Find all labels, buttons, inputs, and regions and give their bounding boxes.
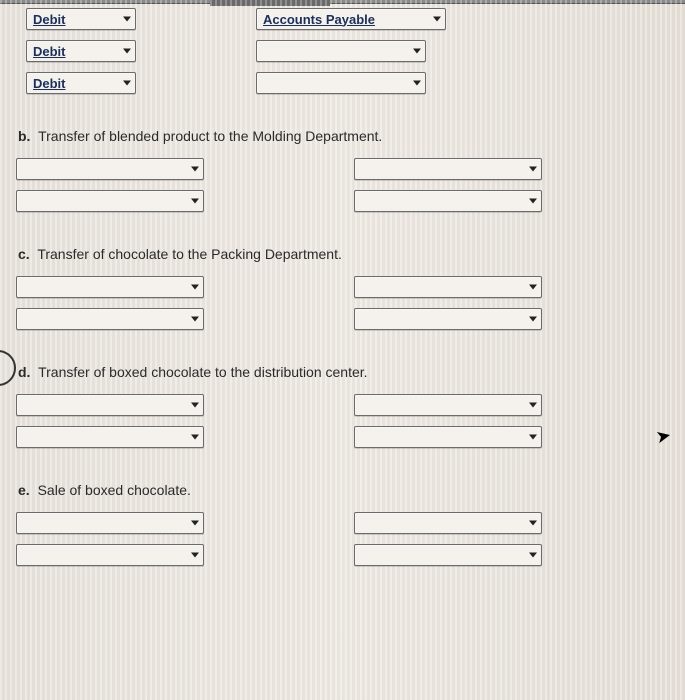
dropdown-label: Debit [33, 44, 66, 59]
prompt-text: Sale of boxed chocolate. [38, 482, 191, 498]
debit-dropdown[interactable]: Debit [26, 72, 136, 94]
worksheet-content: Debit Accounts Payable Debit Debit [0, 8, 685, 592]
chevron-down-icon [191, 435, 199, 440]
section-d-row-1 [16, 394, 669, 416]
chevron-down-icon [191, 553, 199, 558]
chevron-down-icon [529, 199, 537, 204]
section-c-row-1 [16, 276, 669, 298]
section-d-prompt: d. Transfer of boxed chocolate to the di… [18, 364, 669, 380]
account-dropdown[interactable] [354, 426, 542, 448]
section-b-row-2 [16, 190, 669, 212]
account-dropdown[interactable] [354, 544, 542, 566]
chevron-down-icon [191, 403, 199, 408]
section-a-row-1: Debit Accounts Payable [16, 8, 669, 30]
section-b-row-1 [16, 158, 669, 180]
chevron-down-icon [529, 167, 537, 172]
chevron-down-icon [191, 199, 199, 204]
section-c: c. Transfer of chocolate to the Packing … [16, 246, 669, 330]
prompt-text: Transfer of boxed chocolate to the distr… [38, 364, 367, 380]
account-dropdown[interactable]: Accounts Payable [256, 8, 446, 30]
window-chrome-block [210, 0, 330, 6]
chevron-down-icon [529, 317, 537, 322]
section-e: e. Sale of boxed chocolate. [16, 482, 669, 566]
account-dropdown[interactable] [354, 276, 542, 298]
chevron-down-icon [529, 521, 537, 526]
account-dropdown[interactable] [16, 394, 204, 416]
account-dropdown[interactable] [354, 190, 542, 212]
prompt-text: Transfer of chocolate to the Packing Dep… [37, 246, 342, 262]
account-dropdown[interactable] [16, 426, 204, 448]
section-e-row-2 [16, 544, 669, 566]
dropdown-label: Debit [33, 76, 66, 91]
section-c-row-2 [16, 308, 669, 330]
chevron-down-icon [433, 17, 441, 22]
account-dropdown[interactable] [354, 394, 542, 416]
window-chrome-edge [0, 0, 685, 4]
section-e-row-1 [16, 512, 669, 534]
account-dropdown[interactable] [16, 190, 204, 212]
prompt-text: Transfer of blended product to the Moldi… [38, 128, 382, 144]
prompt-letter: d. [18, 364, 30, 380]
account-dropdown[interactable] [16, 308, 204, 330]
chevron-down-icon [191, 317, 199, 322]
chevron-down-icon [191, 285, 199, 290]
account-dropdown[interactable] [256, 72, 426, 94]
account-dropdown[interactable] [354, 512, 542, 534]
chevron-down-icon [123, 81, 131, 86]
section-d: d. Transfer of boxed chocolate to the di… [16, 364, 669, 448]
section-b-prompt: b. Transfer of blended product to the Mo… [18, 128, 669, 144]
dropdown-label: Debit [33, 12, 66, 27]
account-dropdown[interactable] [16, 276, 204, 298]
prompt-letter: e. [18, 482, 30, 498]
chevron-down-icon [413, 81, 421, 86]
section-a-row-3: Debit [16, 72, 669, 94]
section-a-row-2: Debit [16, 40, 669, 62]
account-dropdown[interactable] [256, 40, 426, 62]
chevron-down-icon [413, 49, 421, 54]
account-dropdown[interactable] [16, 158, 204, 180]
chevron-down-icon [191, 521, 199, 526]
chevron-down-icon [191, 167, 199, 172]
account-dropdown[interactable] [354, 308, 542, 330]
chevron-down-icon [529, 285, 537, 290]
account-dropdown[interactable] [16, 544, 204, 566]
chevron-down-icon [123, 49, 131, 54]
section-d-row-2 [16, 426, 669, 448]
section-e-prompt: e. Sale of boxed chocolate. [18, 482, 669, 498]
chevron-down-icon [123, 17, 131, 22]
dropdown-label: Accounts Payable [263, 12, 375, 27]
section-b: b. Transfer of blended product to the Mo… [16, 128, 669, 212]
debit-dropdown[interactable]: Debit [26, 40, 136, 62]
account-dropdown[interactable] [354, 158, 542, 180]
chevron-down-icon [529, 553, 537, 558]
prompt-letter: c. [18, 246, 30, 262]
section-c-prompt: c. Transfer of chocolate to the Packing … [18, 246, 669, 262]
account-dropdown[interactable] [16, 512, 204, 534]
prompt-letter: b. [18, 128, 30, 144]
section-a: Debit Accounts Payable Debit Debit [16, 8, 669, 94]
chevron-down-icon [529, 403, 537, 408]
debit-dropdown[interactable]: Debit [26, 8, 136, 30]
chevron-down-icon [529, 435, 537, 440]
